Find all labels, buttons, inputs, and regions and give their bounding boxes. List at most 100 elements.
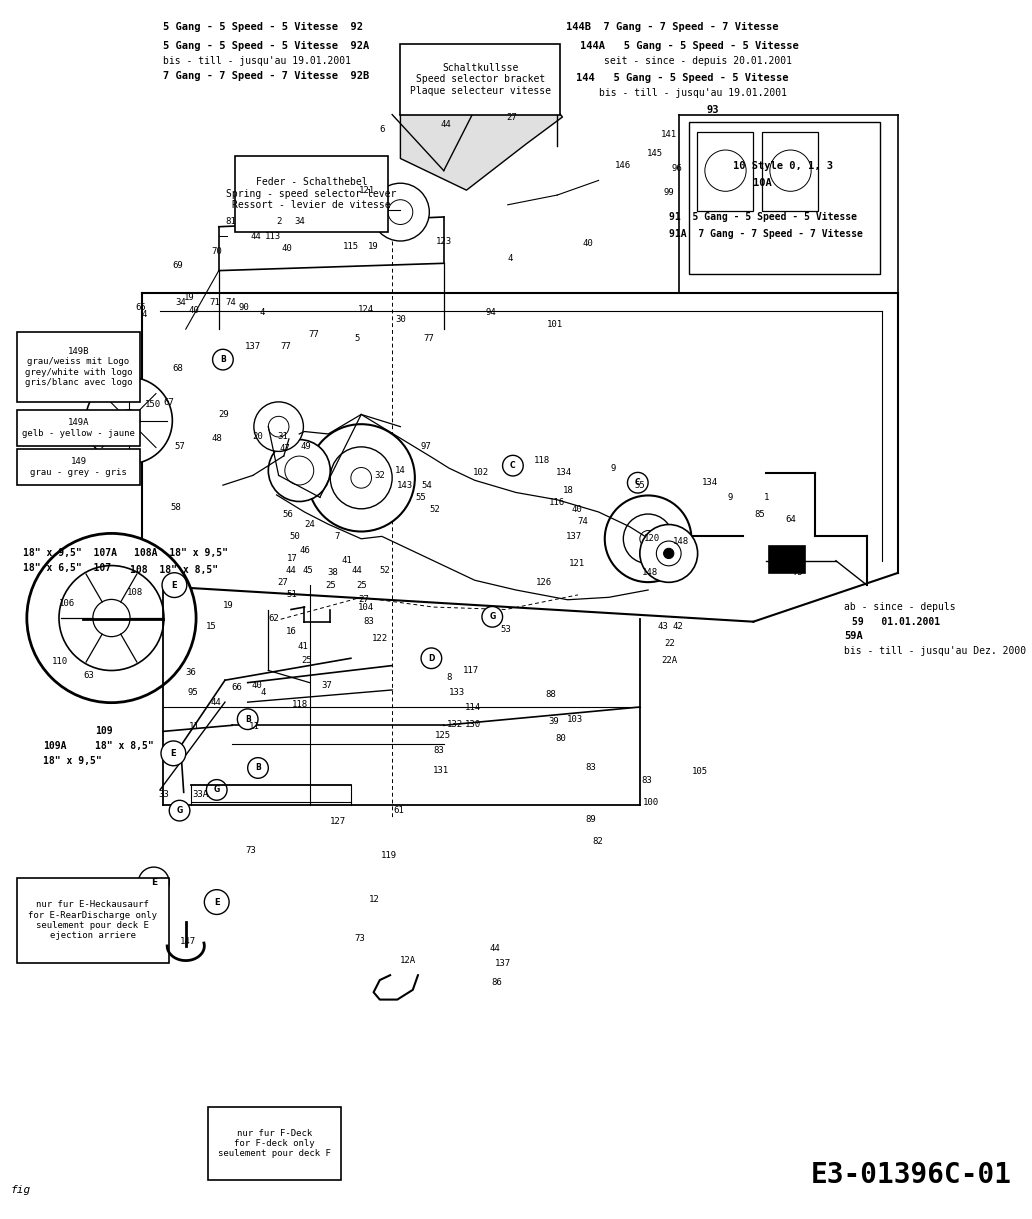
Text: 74: 74	[226, 297, 236, 307]
Text: 126: 126	[536, 578, 552, 588]
Text: 55: 55	[635, 480, 645, 490]
Text: G: G	[489, 612, 495, 622]
Circle shape	[204, 890, 229, 914]
Text: 103: 103	[567, 714, 583, 724]
Text: 46: 46	[299, 546, 310, 556]
Text: 89: 89	[585, 814, 595, 824]
Text: 51: 51	[287, 590, 297, 600]
Text: 137: 137	[494, 958, 511, 968]
Text: 55: 55	[416, 492, 426, 502]
Text: fig: fig	[10, 1185, 31, 1195]
Circle shape	[605, 495, 691, 583]
Text: 114: 114	[464, 702, 481, 712]
Text: 96: 96	[672, 163, 682, 173]
Text: 19: 19	[223, 601, 233, 611]
Text: 38: 38	[327, 568, 337, 578]
Circle shape	[254, 402, 303, 451]
Text: 91A  7 Gang - 7 Speed - 7 Vitesse: 91A 7 Gang - 7 Speed - 7 Vitesse	[669, 229, 863, 239]
Text: 148: 148	[673, 536, 689, 546]
Circle shape	[503, 456, 523, 475]
Text: 53: 53	[501, 624, 511, 634]
Text: G: G	[214, 785, 220, 795]
Text: 7: 7	[334, 531, 341, 541]
Text: 25: 25	[325, 580, 335, 590]
Text: 56: 56	[283, 510, 293, 519]
Text: 11: 11	[249, 722, 259, 731]
Circle shape	[161, 741, 186, 766]
Text: 4: 4	[259, 307, 265, 317]
Circle shape	[59, 566, 164, 670]
Text: 12A: 12A	[399, 956, 416, 965]
Text: 141: 141	[660, 129, 677, 139]
Text: 63: 63	[84, 670, 94, 680]
Text: 83: 83	[585, 763, 595, 773]
Bar	[689, 122, 880, 274]
Text: 88: 88	[546, 690, 556, 700]
Circle shape	[421, 649, 442, 668]
Circle shape	[623, 514, 673, 563]
Text: 42: 42	[673, 622, 683, 631]
Text: E: E	[151, 878, 157, 887]
Text: 144B  7 Gang - 7 Speed - 7 Vitesse: 144B 7 Gang - 7 Speed - 7 Vitesse	[566, 22, 778, 32]
Text: 109A: 109A	[43, 741, 67, 751]
Text: E: E	[170, 748, 176, 758]
Text: 27: 27	[358, 595, 368, 605]
Circle shape	[640, 530, 656, 547]
Text: 3: 3	[767, 556, 773, 566]
Text: 131: 131	[432, 766, 449, 775]
Text: 40: 40	[282, 244, 292, 254]
Text: 12: 12	[369, 895, 380, 904]
Text: 100: 100	[643, 797, 659, 807]
Text: 62: 62	[268, 613, 279, 623]
Text: 145: 145	[647, 149, 664, 158]
Text: 76: 76	[771, 549, 781, 558]
Text: 19: 19	[368, 241, 379, 251]
Bar	[17, 878, 169, 963]
Circle shape	[656, 541, 681, 566]
Text: 64: 64	[785, 514, 796, 524]
Circle shape	[705, 150, 746, 191]
Text: 68: 68	[172, 363, 183, 373]
Text: C: C	[635, 478, 641, 488]
Text: 118: 118	[292, 700, 309, 709]
Text: 85: 85	[754, 510, 765, 519]
Text: 19: 19	[184, 293, 194, 302]
Text: 29: 29	[219, 410, 229, 419]
Text: 74: 74	[578, 517, 588, 527]
Text: 86: 86	[491, 978, 502, 987]
Text: 93: 93	[707, 105, 719, 115]
Text: 11: 11	[189, 722, 199, 731]
Text: 150: 150	[144, 400, 161, 410]
Text: 83: 83	[642, 775, 652, 785]
Text: Feder - Schalthebel
Spring - speed selector lever
Ressort - levier de vitesse: Feder - Schalthebel Spring - speed selec…	[226, 177, 397, 211]
Text: 91  5 Gang - 5 Speed - 5 Vitesse: 91 5 Gang - 5 Speed - 5 Vitesse	[669, 212, 857, 222]
Bar	[769, 546, 805, 573]
Text: 108A  18" x 9,5": 108A 18" x 9,5"	[134, 549, 228, 558]
Circle shape	[248, 758, 268, 778]
Text: 4: 4	[260, 688, 266, 697]
Text: 59A: 59A	[844, 631, 863, 641]
Text: 34: 34	[294, 217, 304, 227]
Circle shape	[351, 468, 372, 488]
Text: 7 Gang - 7 Speed - 7 Vitesse  92B: 7 Gang - 7 Speed - 7 Vitesse 92B	[163, 71, 369, 80]
Text: 94: 94	[486, 307, 496, 317]
Text: 25: 25	[301, 656, 312, 666]
Text: 5 Gang - 5 Speed - 5 Vitesse  92A: 5 Gang - 5 Speed - 5 Vitesse 92A	[163, 41, 369, 51]
Text: 10 Style 0, 1, 3: 10 Style 0, 1, 3	[733, 161, 833, 171]
Circle shape	[664, 549, 674, 558]
Text: B: B	[245, 714, 251, 724]
Text: 43: 43	[657, 622, 668, 631]
Text: 130: 130	[464, 719, 481, 729]
Text: 146: 146	[615, 161, 632, 171]
Text: 44: 44	[211, 697, 221, 707]
Text: 18" x 9,5"  107A: 18" x 9,5" 107A	[23, 549, 117, 558]
Text: 47: 47	[280, 444, 290, 453]
Text: nur fur F-Deck
for F-deck only
seulement pour deck F: nur fur F-Deck for F-deck only seulement…	[218, 1129, 331, 1158]
Text: ab - since - depuls: ab - since - depuls	[844, 602, 956, 612]
Text: 113: 113	[264, 232, 281, 241]
Text: 44: 44	[286, 566, 296, 575]
Text: seit - since - depuis 20.01.2001: seit - since - depuis 20.01.2001	[604, 56, 792, 66]
Text: B: B	[220, 355, 226, 364]
Text: 2: 2	[276, 217, 282, 227]
Text: 104: 104	[358, 602, 375, 612]
